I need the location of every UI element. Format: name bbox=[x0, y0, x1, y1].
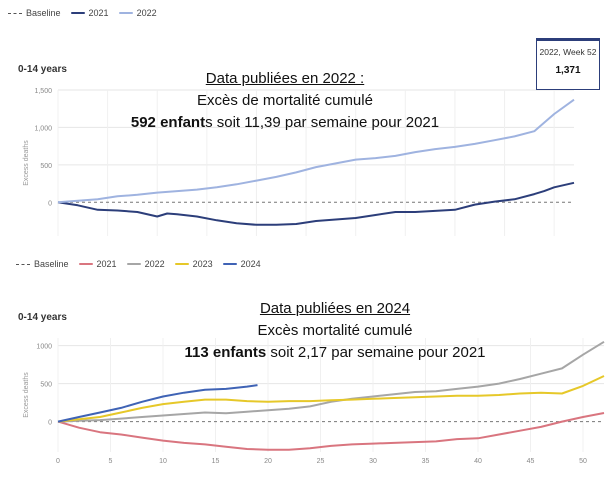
top-annotation-stat-rest: s soit 11,39 par semaine pour 2021 bbox=[205, 114, 440, 131]
bottom-x-tick-label: 25 bbox=[317, 458, 325, 465]
top-legend: Baseline 2021 2022 bbox=[8, 8, 157, 18]
top-excess-deaths-chart: 1,500 1,000 500 0 Excess deaths bbox=[23, 88, 575, 236]
bottom-x-tick-label: 5 bbox=[109, 458, 113, 465]
legend-item-2022[interactable]: 2022 bbox=[126, 259, 165, 269]
top-y-tick-label: 1,000 bbox=[34, 125, 52, 132]
top-annotation-stat-bold: 592 enfant bbox=[130, 114, 206, 131]
bottom-x-tick-label: 45 bbox=[527, 458, 535, 465]
legend-item-baseline[interactable]: Baseline bbox=[16, 259, 69, 269]
bottom-series-2024 bbox=[57, 384, 258, 423]
legend-2023-label: 2023 bbox=[192, 259, 213, 269]
legend-2023-swatch bbox=[174, 263, 189, 265]
legend-2021-swatch bbox=[70, 12, 85, 14]
bottom-excess-deaths-chart: 1000 500 0 0 5 10 15 20 25 30 35 40 45 50 Excess death… bbox=[23, 338, 605, 465]
bottom-annotation-title: Data publiées en 2024 bbox=[259, 300, 411, 317]
bottom-x-tick-label: 50 bbox=[579, 458, 587, 465]
legend-item-2021[interactable]: 2021 bbox=[78, 259, 117, 269]
legend-2021-swatch bbox=[78, 263, 93, 265]
legend-2021-label: 2021 bbox=[96, 259, 117, 269]
legend-2022-label: 2022 bbox=[136, 8, 157, 18]
legend-item-baseline[interactable]: Baseline bbox=[8, 8, 61, 18]
legend-item-2024[interactable]: 2024 bbox=[222, 259, 261, 269]
bottom-x-tick-label: 30 bbox=[369, 458, 377, 465]
top-series-2021 bbox=[57, 181, 575, 226]
top-annotation-stat: 592 enfants soit 11,39 par semaine pour … bbox=[120, 112, 450, 134]
bottom-x-tick-label: 40 bbox=[474, 458, 482, 465]
week-tooltip: 2022, Week 52 1,371 bbox=[536, 38, 600, 90]
top-y-tick-label: 0 bbox=[48, 200, 52, 207]
legend-2022-label: 2022 bbox=[144, 259, 165, 269]
bottom-y-tick-label: 0 bbox=[48, 420, 52, 427]
top-annotation: Data publiées en 2022 : Excès de mortali… bbox=[120, 68, 450, 134]
bottom-group-label: 0-14 years bbox=[18, 312, 67, 323]
bottom-x-tick-label: 0 bbox=[56, 458, 60, 465]
bottom-annotation: Data publiées en 2024 Excès mortalité cu… bbox=[150, 298, 520, 364]
bottom-series-2021 bbox=[57, 412, 605, 451]
bottom-annotation-stat: 113 enfants soit 2,17 par semaine pour 2… bbox=[150, 342, 520, 364]
bottom-annotation-stat-rest: soit 2,17 par semaine pour 2021 bbox=[266, 344, 486, 361]
top-y-tick-label: 1,500 bbox=[34, 88, 52, 95]
legend-baseline-label: Baseline bbox=[26, 8, 61, 18]
top-y-axis-label: Excess deaths bbox=[23, 140, 30, 186]
tooltip-title: 2022, Week 52 bbox=[539, 47, 597, 57]
legend-2024-swatch bbox=[222, 263, 237, 265]
bottom-y-tick-label: 500 bbox=[40, 382, 52, 389]
legend-item-2023[interactable]: 2023 bbox=[174, 259, 213, 269]
top-group-label: 0-14 years bbox=[18, 64, 67, 75]
legend-baseline-swatch bbox=[8, 12, 22, 14]
legend-baseline-swatch bbox=[16, 263, 30, 265]
legend-2021-label: 2021 bbox=[88, 8, 109, 18]
bottom-series-2023 bbox=[57, 375, 605, 423]
legend-baseline-label: Baseline bbox=[34, 259, 69, 269]
bottom-series-2022 bbox=[57, 340, 605, 423]
bottom-legend: Baseline 2021 2022 2023 2024 bbox=[16, 259, 261, 269]
bottom-annotation-stat-bold: 113 enfants bbox=[184, 344, 267, 361]
bottom-y-axis-label: Excess deaths bbox=[23, 372, 30, 418]
bottom-y-tick-label: 1000 bbox=[36, 344, 52, 351]
bottom-x-tick-label: 15 bbox=[212, 458, 220, 465]
legend-2022-swatch bbox=[118, 12, 133, 14]
bottom-x-tick-label: 10 bbox=[159, 458, 167, 465]
bottom-annotation-subtitle: Excès mortalité cumulé bbox=[257, 322, 413, 339]
bottom-x-tick-label: 35 bbox=[422, 458, 430, 465]
legend-item-2022[interactable]: 2022 bbox=[118, 8, 157, 18]
bottom-x-tick-label: 20 bbox=[264, 458, 272, 465]
legend-2022-swatch bbox=[126, 263, 141, 265]
top-annotation-title: Data publiées en 2022 : bbox=[205, 70, 365, 87]
legend-item-2021[interactable]: 2021 bbox=[70, 8, 109, 18]
top-series-2022 bbox=[57, 98, 575, 204]
top-annotation-subtitle: Excès de mortalité cumulé bbox=[197, 92, 373, 109]
tooltip-value: 1,371 bbox=[555, 65, 581, 76]
top-y-tick-label: 500 bbox=[40, 163, 52, 170]
legend-2024-label: 2024 bbox=[240, 259, 261, 269]
